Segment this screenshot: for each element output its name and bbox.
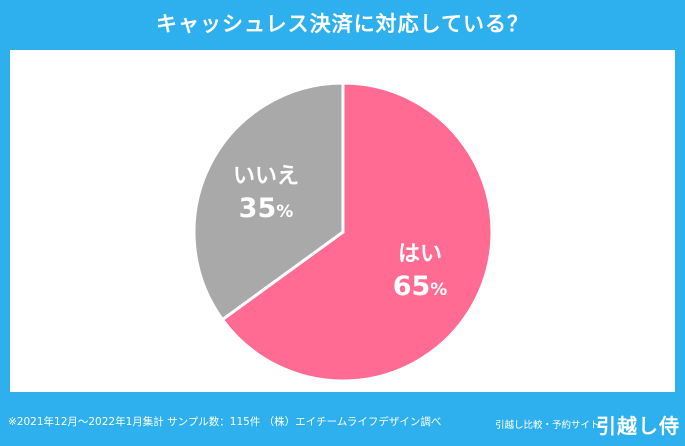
slice-label-0: はい [398, 242, 442, 267]
pie-slice-1 [192, 81, 345, 322]
brand-logo: 引越し侍 [596, 414, 680, 438]
slice-label-1: いいえ [233, 164, 299, 189]
chart-panel: はい 65% いいえ 35% [10, 50, 675, 392]
pie-slice-0 [220, 81, 494, 383]
brand-tagline: 引越し比較・予約サイト [495, 420, 600, 431]
chart-title: キャッシュレス決済に対応している？ [156, 12, 529, 36]
pie-chart: はい 65% いいえ 35% [192, 81, 494, 383]
survey-note: ※2021年12月～2022年1月集計 サンプル数：115件 （株）エイチームラ… [8, 416, 442, 428]
slice-value-1: 35% [239, 193, 294, 224]
slice-value-0: 65% [393, 271, 448, 302]
